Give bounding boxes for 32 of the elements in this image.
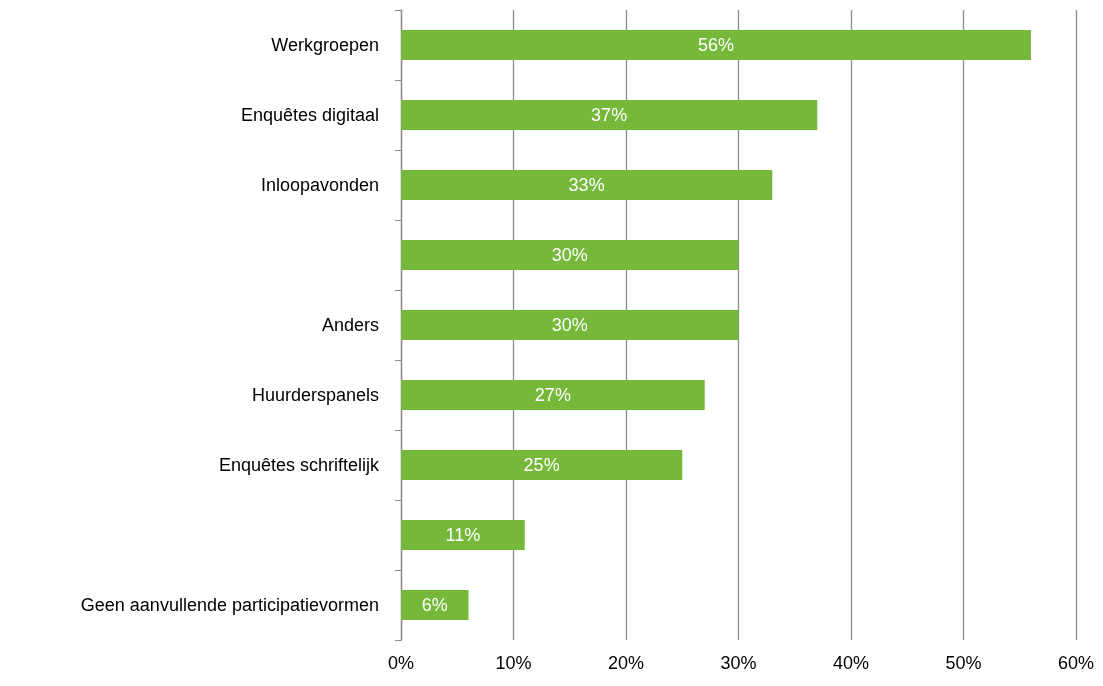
bar	[401, 169, 773, 201]
data-label: 11%	[445, 525, 481, 545]
data-label: 33%	[568, 175, 605, 195]
data-label: 6%	[421, 595, 448, 615]
bar	[401, 309, 739, 341]
x-tick-label: 50%	[945, 653, 982, 673]
x-tick-label: 60%	[1057, 653, 1095, 673]
data-label: 56%	[697, 35, 735, 55]
data-label: 30%	[551, 315, 588, 335]
x-tick-label: 40%	[832, 653, 870, 673]
data-label: 30%	[551, 245, 588, 265]
y-tick-label: Werkgroepen	[271, 35, 379, 55]
bar	[401, 239, 739, 271]
bar	[401, 589, 469, 621]
y-tick-label: Enquêtes schriftelijk	[218, 455, 380, 475]
y-tick-label: Enquêtes digitaal	[240, 105, 379, 125]
data-label: 25%	[523, 455, 560, 475]
y-tick-label: Inloopavonden	[260, 175, 379, 195]
bar	[401, 379, 705, 411]
bar	[401, 99, 818, 131]
bar	[401, 29, 1031, 61]
data-label: 37%	[591, 105, 628, 125]
x-tick-label: 20%	[607, 653, 645, 673]
bar	[401, 519, 525, 551]
y-tick-label: Huurderspanels	[251, 385, 379, 405]
y-tick-label: Anders	[321, 315, 379, 335]
y-tick-label: Geen aanvullende participatievormen	[80, 595, 379, 615]
bar	[401, 449, 683, 481]
data-label: 27%	[534, 385, 571, 405]
x-tick-label: 30%	[720, 653, 757, 673]
x-tick-label: 10%	[495, 653, 532, 673]
x-tick-label: 0%	[387, 653, 415, 673]
